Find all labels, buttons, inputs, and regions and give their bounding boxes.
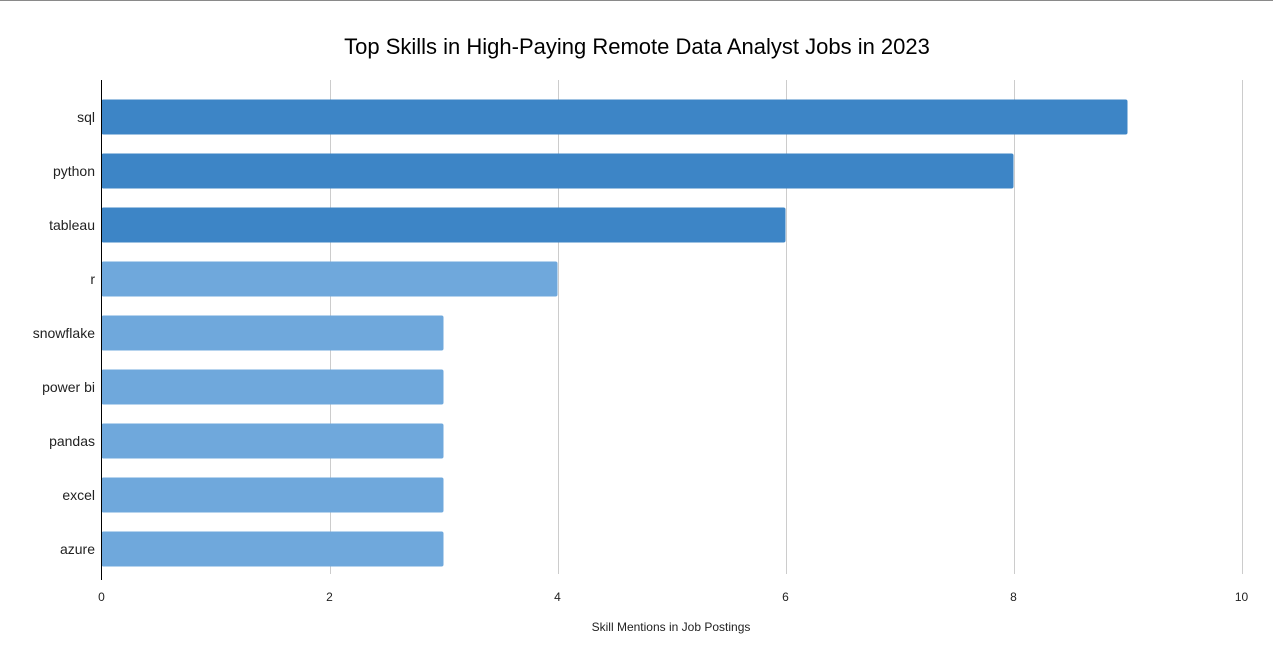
x-tick-label: 0 (98, 590, 105, 604)
category-label: pandas (49, 433, 95, 449)
bar-python (101, 153, 1014, 189)
bar-sql (101, 99, 1128, 135)
x-axis-title: Skill Mentions in Job Postings (592, 620, 751, 634)
chart-title: Top Skills in High-Paying Remote Data An… (344, 34, 930, 59)
x-tick-label: 6 (782, 590, 789, 604)
x-tick-label: 4 (554, 590, 561, 604)
bar-snowflake (101, 315, 444, 351)
category-label: power bi (42, 379, 95, 395)
category-label: sql (77, 109, 95, 125)
top-border-line (0, 0, 1273, 1)
category-label: snowflake (33, 325, 95, 341)
bars (101, 99, 1128, 567)
x-tick-label: 10 (1235, 590, 1249, 604)
category-label: python (53, 163, 95, 179)
category-label: tableau (49, 217, 95, 233)
bar-r (101, 261, 558, 297)
category-label: r (90, 271, 95, 287)
bar-pandas (101, 423, 444, 459)
bar-azure (101, 531, 444, 567)
category-label: excel (62, 487, 95, 503)
category-label: azure (60, 541, 95, 557)
bar-excel (101, 477, 444, 513)
x-tick-label: 2 (326, 590, 333, 604)
labels: 0 2 4 6 8 10 sql python tableau r snowflake power b… (33, 109, 1249, 604)
bar-power-bi (101, 369, 444, 405)
bar-tableau (101, 207, 786, 243)
x-tick-label: 8 (1010, 590, 1017, 604)
